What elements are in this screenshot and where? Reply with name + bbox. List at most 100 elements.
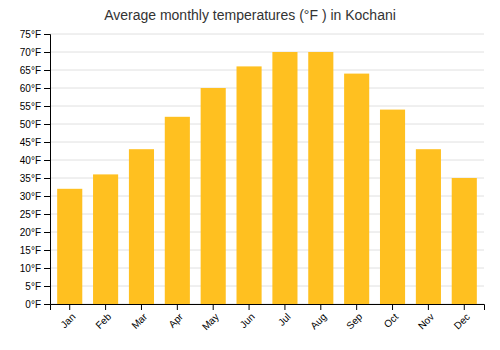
tick: May	[200, 304, 221, 332]
title: Average monthly temperatures (°F ) in Ko…	[104, 7, 396, 23]
tick-mark	[44, 142, 50, 143]
tick: Aug	[308, 304, 328, 331]
tick-label: 20°F	[20, 227, 41, 238]
tick: Jan	[58, 304, 77, 330]
bar	[93, 174, 118, 304]
bar	[129, 149, 154, 304]
tick-mark	[44, 160, 50, 161]
x-axis: Jan Feb Mar Apr May Jun Jul Aug Sep Oct Nov Dec	[51, 304, 485, 332]
bar	[57, 189, 82, 304]
tick: 5°F	[25, 281, 50, 292]
tick: 60°F	[20, 83, 50, 94]
axis-line	[51, 305, 485, 311]
tick-mark	[44, 196, 50, 197]
bar	[237, 66, 262, 304]
tick-label: 25°F	[20, 209, 41, 220]
tick: 45°F	[20, 137, 50, 148]
bar	[201, 88, 226, 304]
axis-line	[44, 35, 51, 305]
tick: 40°F	[20, 155, 50, 166]
tick-label: Feb	[93, 311, 113, 331]
tick: 25°F	[20, 209, 50, 220]
tick-mark	[320, 304, 321, 310]
bar	[165, 117, 190, 304]
chart: 0°F 5°F 10°F 15°F 20°F 25°F 30°F 35°F 40°F 45°F 50…	[0, 0, 500, 350]
tick-label: Aug	[308, 311, 328, 331]
tick: 75°F	[20, 29, 50, 40]
grid-line	[50, 70, 484, 71]
plot: 0°F 5°F 10°F 15°F 20°F 25°F 30°F 35°F 40°F 45°F 50…	[20, 29, 485, 333]
tick-mark	[44, 124, 50, 125]
tick-label: 35°F	[20, 173, 41, 184]
tick-label: Dec	[452, 311, 472, 331]
tick: Sep	[344, 304, 365, 331]
tick: 15°F	[20, 245, 50, 256]
tick-label: May	[200, 311, 221, 332]
grid-line	[50, 142, 484, 143]
tick: Jun	[238, 304, 257, 330]
tick-label: Mar	[129, 311, 149, 331]
tick: 30°F	[20, 191, 50, 202]
tick-mark	[44, 70, 50, 71]
tick-mark	[44, 304, 50, 305]
tick-label: Jun	[238, 311, 257, 330]
tick-mark	[44, 178, 50, 179]
tick-mark	[44, 88, 50, 89]
tick-mark	[249, 304, 250, 310]
tick-label: Apr	[166, 311, 185, 330]
tick: Feb	[93, 304, 113, 331]
tick-label: 15°F	[20, 245, 41, 256]
tick: 55°F	[20, 101, 50, 112]
tick-mark	[69, 304, 70, 310]
tick-label: 70°F	[20, 47, 41, 58]
tick-label: 55°F	[20, 101, 41, 112]
tick-mark	[392, 304, 393, 310]
grid-line	[50, 52, 484, 53]
tick-label: 10°F	[20, 263, 41, 274]
tick-mark	[464, 304, 465, 310]
tick-mark	[44, 286, 50, 287]
tick: 70°F	[20, 47, 50, 58]
bar	[344, 74, 369, 304]
tick-mark	[213, 304, 214, 310]
bar	[308, 52, 333, 304]
tick: Oct	[382, 304, 401, 330]
tick-label: Jul	[276, 311, 293, 328]
tick-label: 0°F	[25, 299, 41, 310]
tick-label: Nov	[416, 311, 436, 331]
tick: Nov	[416, 304, 436, 331]
tick-mark	[44, 268, 50, 269]
bar	[452, 178, 477, 304]
tick-mark	[44, 106, 50, 107]
tick-label: Oct	[382, 311, 401, 330]
grid	[50, 34, 484, 304]
tick-label: 30°F	[20, 191, 41, 202]
tick: Mar	[129, 304, 149, 331]
tick-mark	[356, 304, 357, 310]
tick: 50°F	[20, 119, 50, 130]
tick-mark	[284, 304, 285, 310]
tick-mark	[177, 304, 178, 310]
tick-label: 5°F	[25, 281, 41, 292]
grid-line	[50, 106, 484, 107]
bar	[380, 110, 405, 304]
tick-label: 65°F	[20, 65, 41, 76]
tick-label: Sep	[344, 311, 365, 332]
grid-line	[50, 124, 484, 125]
y-axis: 0°F 5°F 10°F 15°F 20°F 25°F 30°F 35°F 40°F 45°F 50…	[20, 29, 51, 310]
tick-mark	[44, 232, 50, 233]
tick-mark	[105, 304, 106, 310]
tick-label: 50°F	[20, 119, 41, 130]
grid-line	[50, 34, 484, 35]
bar	[272, 52, 297, 304]
tick-label: 75°F	[20, 29, 41, 40]
tick: Apr	[166, 304, 185, 330]
tick: 0°F	[25, 299, 50, 310]
tick: 10°F	[20, 263, 50, 274]
tick-mark	[428, 304, 429, 310]
tick-mark	[44, 34, 50, 35]
tick-mark	[141, 304, 142, 310]
tick-label: 60°F	[20, 83, 41, 94]
bar	[416, 149, 441, 304]
tick-label: 45°F	[20, 137, 41, 148]
